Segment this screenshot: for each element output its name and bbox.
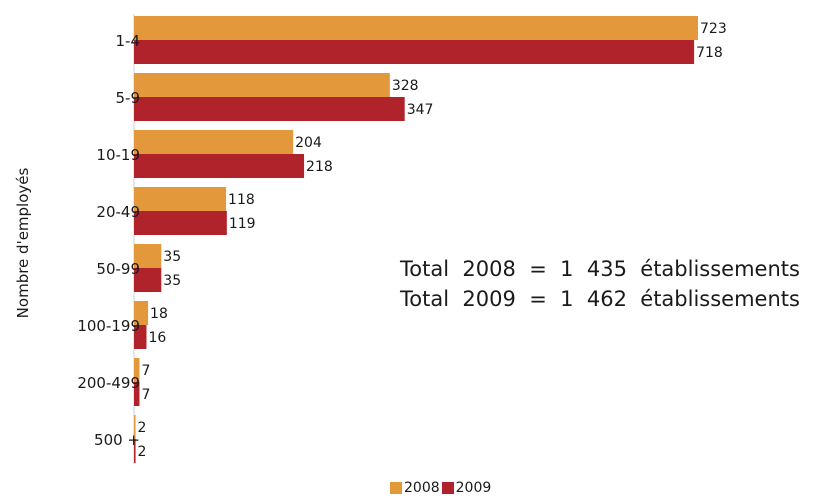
category-tick-1-4: 1-4: [116, 32, 141, 50]
category-tick-100-199: 100-199: [77, 317, 140, 335]
bar-2008-100-199: [134, 301, 149, 325]
data-label-2008-10-19: 204: [295, 135, 322, 151]
category-tick-10-19: 10-19: [96, 146, 140, 164]
bar-2009-1-4: [134, 40, 695, 64]
bar-2009-10-19: [134, 154, 305, 178]
category-tick-500plus: 500 +: [94, 431, 140, 449]
legend: 2008 2009: [390, 480, 493, 496]
data-labels: 723 718 328 347 204 218 118 119 35 35 18 16 7 7 2 2: [138, 21, 727, 460]
total-2008-text: Total 2008 = 1 435 établissements: [400, 257, 800, 281]
totals-annotation: Total 2008 = 1 435 établissements Total 2…: [400, 254, 800, 314]
category-tick-200-499: 200-499: [77, 374, 140, 392]
category-tick-20-49: 20-49: [96, 203, 140, 221]
data-label-2008-1-4: 723: [700, 21, 727, 37]
total-2009-text: Total 2009 = 1 462 établissements: [400, 287, 800, 311]
bar-2009-100-199: [134, 325, 147, 349]
bar-2008-10-19: [134, 130, 294, 154]
bar-2009-500plus: [134, 439, 136, 463]
data-label-2008-100-199: 18: [150, 306, 168, 322]
data-label-2009-20-49: 119: [229, 216, 256, 232]
bar-2009-200-499: [134, 382, 140, 406]
bar-2008-20-49: [134, 187, 227, 211]
data-label-2009-200-499: 7: [141, 387, 150, 403]
legend-swatch-2009: [441, 482, 454, 494]
data-label-2008-200-499: 7: [141, 363, 150, 379]
y-axis-title: Nombre d'employés: [14, 167, 32, 318]
data-label-2009-5-9: 347: [407, 102, 434, 118]
data-label-2008-5-9: 328: [392, 78, 419, 94]
bar-2008-50-99: [134, 244, 162, 268]
bar-2008-5-9: [134, 73, 390, 97]
legend-label-2008: 2008: [404, 480, 440, 496]
category-tick-5-9: 5-9: [116, 89, 141, 107]
bar-2009-5-9: [134, 97, 405, 121]
data-label-2009-10-19: 218: [306, 159, 333, 175]
bar-2008-500plus: [134, 415, 136, 439]
legend-item-2008: 2008: [390, 480, 440, 496]
bar-2008-200-499: [134, 358, 140, 382]
data-label-2008-20-49: 118: [228, 192, 255, 208]
category-ticks: 1-4 5-9 10-19 20-49 50-99 100-199 200-499 500 +: [77, 32, 140, 449]
category-tick-50-99: 50-99: [96, 260, 140, 278]
data-label-2008-500plus: 2: [138, 420, 147, 436]
bar-2009-20-49: [134, 211, 227, 235]
data-label-2009-500plus: 2: [138, 444, 147, 460]
legend-item-2009: 2009: [441, 480, 492, 496]
bar-2008-1-4: [134, 16, 698, 40]
legend-label-2009: 2009: [455, 480, 492, 496]
legend-swatch-2008: [390, 482, 402, 494]
data-label-2009-1-4: 718: [696, 45, 723, 61]
data-label-2008-50-99: 35: [163, 249, 181, 265]
bar-2009-50-99: [134, 268, 162, 292]
data-label-2009-100-199: 16: [148, 330, 166, 346]
data-label-2009-50-99: 35: [163, 273, 181, 289]
bars-group: [134, 16, 698, 463]
